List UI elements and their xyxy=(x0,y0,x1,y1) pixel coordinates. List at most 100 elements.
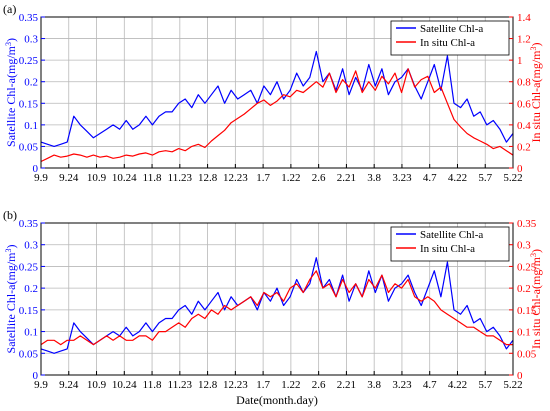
x-tick-label: 12.23 xyxy=(223,379,248,391)
x-tick-labels: 9.9 9.24 10.9 10.24 11.8 11.23 12.8 12.23 1.7 1.2… xyxy=(34,371,523,391)
x-tick-label: 9.9 xyxy=(34,172,48,184)
legend-entry-label: In situ Chl-a xyxy=(420,243,475,255)
y-left-axis-title: Satellite Chl-a(mg/m3) xyxy=(4,38,18,147)
y-left-axis-title-main: Satellite Chl-a(mg/m xyxy=(4,252,18,354)
y-right-tick-label: 1 xyxy=(517,55,523,67)
y-left-tick-label: 0.2 xyxy=(24,77,38,89)
y-left-tick-label: 0.15 xyxy=(19,98,39,110)
y-left-tick-label: 0.35 xyxy=(19,218,39,230)
y-right-axis-title-tail: ) xyxy=(529,43,543,47)
y-right-tick-label: 0 xyxy=(517,163,523,175)
legend-entry-label: Satellite Chl-a xyxy=(420,229,483,241)
x-tick-label: 12.8 xyxy=(198,172,218,184)
x-tick-label: 12.8 xyxy=(198,379,218,391)
x-tick-label: 2.21 xyxy=(337,379,356,391)
x-tick-label: 10.24 xyxy=(112,379,137,391)
y-left-tick-label: 0.25 xyxy=(19,55,39,67)
y-right-tick-label: 0.8 xyxy=(517,77,531,89)
y-right-tick-label: 0 xyxy=(517,370,523,382)
x-tick-label: 11.8 xyxy=(143,172,162,184)
y-left-tick-label: 0.1 xyxy=(24,327,38,339)
y-right-tick-label: 0.25 xyxy=(517,261,537,273)
x-tick-label: 2.21 xyxy=(337,172,356,184)
y-right-tick-label: 0.6 xyxy=(517,98,531,110)
x-tick-label: 3.23 xyxy=(392,172,412,184)
x-tick-label: 1.22 xyxy=(281,379,300,391)
y-left-tick-label: 0 xyxy=(33,370,39,382)
y-right-tick-label: 0.35 xyxy=(517,218,537,230)
axes-frame xyxy=(40,222,514,376)
y-right-tick-label: 0.15 xyxy=(517,305,537,317)
x-tick-label: 11.23 xyxy=(168,379,193,391)
x-tick-label: 10.9 xyxy=(87,379,107,391)
y-left-tick-label: 0.35 xyxy=(19,12,39,24)
y-right-tick-label: 1.2 xyxy=(517,34,531,46)
y-left-axis-title-sup: 3 xyxy=(4,249,13,253)
x-tick-label: 5.22 xyxy=(503,379,522,391)
x-tick-label: 1.7 xyxy=(256,379,270,391)
y-right-axis-title-sup: 3 xyxy=(529,47,538,51)
y-left-tick-label: 0 xyxy=(33,163,39,175)
y-right-axis-title-sup: 3 xyxy=(529,253,538,257)
y-right-axis-title-main: In situ Chl-a(mg/m xyxy=(529,256,543,349)
y-right-axis-title-tail: ) xyxy=(529,249,543,253)
axes-frame xyxy=(40,16,514,169)
y-left-tick-label: 0.2 xyxy=(24,283,38,295)
y-right-tick-label: 0.4 xyxy=(517,120,531,132)
legend-entry-label: In situ Chl-a xyxy=(420,37,475,49)
x-tick-label: 11.8 xyxy=(143,379,162,391)
x-tick-label: 2.6 xyxy=(312,172,326,184)
x-tick-label: 12.23 xyxy=(223,172,248,184)
y-left-axis-title-sup: 3 xyxy=(4,42,13,46)
y-left-axis-title-tail: ) xyxy=(4,245,18,249)
y-left-tick-label: 0.05 xyxy=(19,348,39,360)
x-tick-label: 9.9 xyxy=(34,379,48,391)
y-right-tick-label: 0.2 xyxy=(517,141,531,153)
y-left-tick-label: 0.1 xyxy=(24,120,38,132)
y-left-tick-labels: 0 0.05 0.1 0.15 0.2 0.25 0.3 0.35 xyxy=(19,218,45,382)
x-tick-label: 4.7 xyxy=(423,172,437,184)
x-tick-label: 5.7 xyxy=(478,172,492,184)
x-tick-label: 3.23 xyxy=(392,379,412,391)
y-left-tick-label: 0.05 xyxy=(19,141,39,153)
y-left-tick-labels: 0 0.05 0.1 0.15 0.2 0.25 0.3 0.35 xyxy=(19,12,45,175)
x-tick-label: 4.22 xyxy=(448,172,467,184)
x-tick-label: 5.7 xyxy=(478,379,492,391)
legend: Satellite Chl-a In situ Chl-a xyxy=(390,226,510,262)
y-left-tick-label: 0.3 xyxy=(24,34,38,46)
series-line-satellite xyxy=(40,50,514,147)
x-tick-label: 10.9 xyxy=(87,172,107,184)
y-right-axis-title: In situ Chl-a(mg/m3) xyxy=(529,249,543,349)
legend-box xyxy=(390,226,510,262)
chart-panel-a: 9.9 9.24 10.9 10.24 11.8 11.23 12.8 12.23 1.7 1.2… xyxy=(3,2,543,184)
y-left-axis-title-tail: ) xyxy=(4,38,18,42)
y-right-tick-label: 0.05 xyxy=(517,348,537,360)
x-tick-label: 4.7 xyxy=(423,379,437,391)
x-tick-label: 1.7 xyxy=(256,172,270,184)
legend-entry-label: Satellite Chl-a xyxy=(420,23,483,35)
panel-label: (b) xyxy=(3,208,17,222)
y-right-tick-labels: 0 0.05 0.1 0.15 0.2 0.25 0.3 0.35 xyxy=(509,218,537,382)
x-tick-label: 2.6 xyxy=(312,379,326,391)
series-line-in-situ xyxy=(40,270,513,346)
x-tick-label: 5.22 xyxy=(503,172,522,184)
x-tick-label: 4.22 xyxy=(448,379,467,391)
y-right-axis-title: In situ Chl-a(mg/m3) xyxy=(529,43,543,143)
y-right-tick-label: 0.2 xyxy=(517,283,531,295)
x-tick-label: 11.23 xyxy=(168,172,193,184)
y-right-tick-label: 0.1 xyxy=(517,327,531,339)
y-left-axis-title-main: Satellite Chl-a(mg/m xyxy=(4,45,18,147)
y-right-tick-labels: 0 0.2 0.4 0.6 0.8 1 1.2 1.4 xyxy=(509,12,531,175)
x-tick-label: 1.22 xyxy=(281,172,300,184)
y-left-tick-label: 0.3 xyxy=(24,240,38,252)
x-tick-labels: 9.9 9.24 10.9 10.24 11.8 11.23 12.8 12.23 1.7 1.2… xyxy=(34,164,523,184)
x-tick-label: 9.24 xyxy=(59,379,79,391)
x-axis-title: Date(month.day) xyxy=(236,393,318,407)
y-right-tick-label: 1.4 xyxy=(517,12,531,24)
series-line-in-situ xyxy=(40,68,514,163)
legend: Satellite Chl-a In situ Chl-a xyxy=(390,20,510,56)
chart-panel-b: 9.9 9.24 10.9 10.24 11.8 11.23 12.8 12.23 1.7 1.2… xyxy=(3,208,543,391)
panel-label: (a) xyxy=(3,2,16,16)
x-tick-label: 9.24 xyxy=(59,172,79,184)
